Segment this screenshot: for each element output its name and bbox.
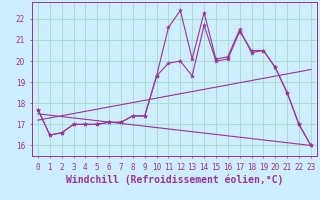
X-axis label: Windchill (Refroidissement éolien,°C): Windchill (Refroidissement éolien,°C)	[66, 175, 283, 185]
